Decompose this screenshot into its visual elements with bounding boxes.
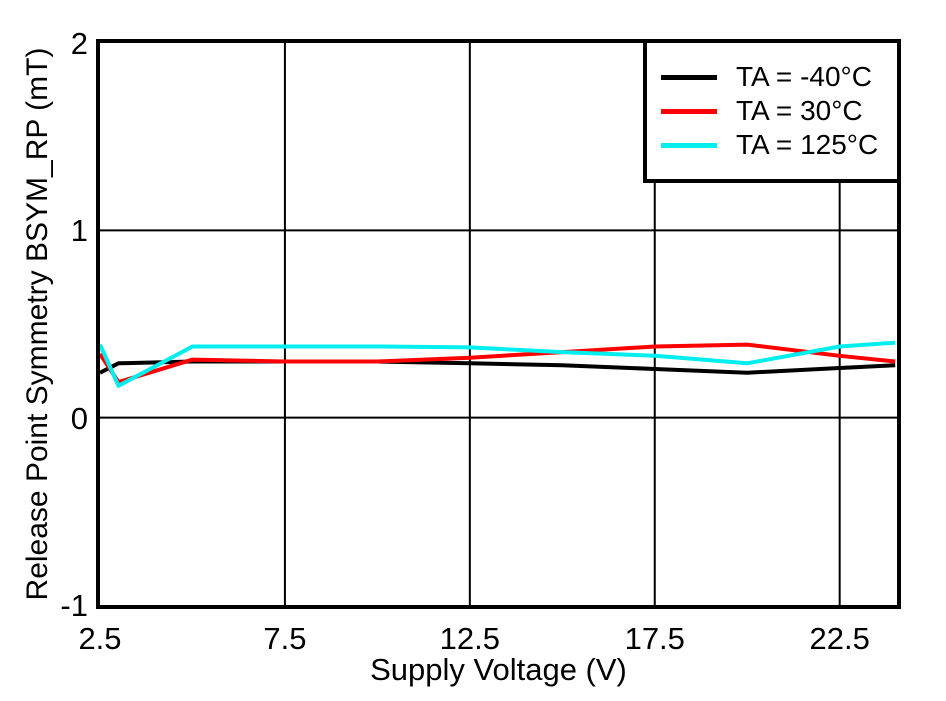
legend-label: TA = 125°C [736, 129, 879, 160]
legend-line-swatch [661, 108, 717, 114]
x-tick-label: 2.5 [78, 621, 122, 656]
plot-canvas [100, 43, 897, 605]
x-tick-label: 7.5 [263, 621, 307, 656]
y-tick-label: 0 [70, 400, 88, 436]
legend-label: TA = 30°C [736, 95, 863, 126]
y-tick-label: 1 [70, 213, 88, 249]
y-axis-label: Release Point Symmetry BSYM_RP (mT) [21, 47, 54, 601]
y-tick-label: 2 [70, 26, 88, 61]
series-line-1 [100, 342, 896, 385]
legend: TA = -40°C TA = 30°C TA = 125°C [643, 39, 901, 183]
legend-line-swatch [661, 74, 717, 80]
x-axis-label: Supply Voltage (V) [370, 652, 627, 687]
legend-item: TA = 30°C [661, 94, 897, 128]
series-line-0 [100, 359, 896, 375]
legend-line-swatch [661, 142, 717, 148]
series-line-2 [100, 340, 896, 388]
y-tick-label: -1 [60, 588, 88, 623]
x-tick-label: 17.5 [624, 621, 685, 656]
x-tick-label: 22.5 [809, 621, 870, 656]
x-tick-label: 12.5 [439, 621, 500, 656]
legend-item: TA = -40°C [661, 60, 897, 94]
legend-item: TA = 125°C [661, 128, 897, 162]
legend-label: TA = -40°C [736, 61, 872, 92]
